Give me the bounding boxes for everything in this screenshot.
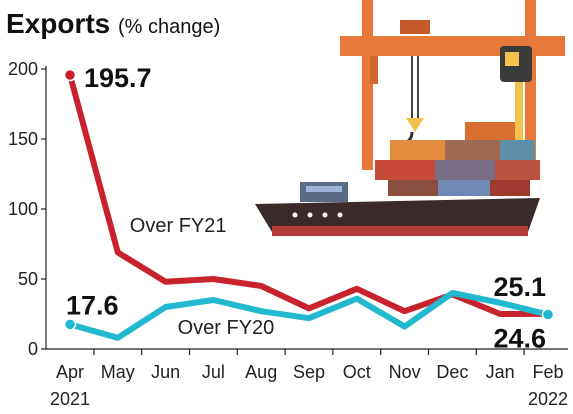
y-tick-label: 50 bbox=[18, 269, 38, 289]
x-tick-label: Jun bbox=[151, 362, 180, 382]
series-line-0 bbox=[67, 72, 551, 317]
x-tick-label: May bbox=[101, 362, 135, 382]
x-year-label-first: 2021 bbox=[50, 389, 90, 409]
y-tick-group: 0 50 100 150 200 bbox=[8, 59, 46, 359]
x-tick-group: Apr May Jun Jul Aug Sep Oct Nov Dec Jan Feb bbox=[56, 349, 564, 382]
y-tick-label: 100 bbox=[8, 199, 38, 219]
y-tick-label: 150 bbox=[8, 129, 38, 149]
axes bbox=[45, 66, 568, 350]
data-point-marker bbox=[541, 308, 555, 321]
x-tick-label: Sep bbox=[293, 362, 325, 382]
series-label-fy21: Over FY21 bbox=[130, 215, 227, 237]
x-tick-label: Nov bbox=[389, 362, 421, 382]
x-tick-label: Oct bbox=[343, 362, 371, 382]
data-label-fy20-apr: 17.6 bbox=[66, 290, 119, 320]
x-year-label-last: 2022 bbox=[528, 389, 568, 409]
chart-subtitle: (% change) bbox=[118, 16, 220, 38]
series-group bbox=[63, 68, 555, 341]
x-tick-label: Aug bbox=[245, 362, 277, 382]
x-tick-label: Apr bbox=[56, 362, 84, 382]
data-point-marker bbox=[63, 68, 77, 82]
port-crane-ship-illustration bbox=[255, 0, 565, 236]
data-label-fy20-feb: 24.6 bbox=[493, 324, 546, 354]
y-tick-label: 200 bbox=[8, 59, 38, 79]
x-tick-label: Dec bbox=[436, 362, 468, 382]
series-line-1 bbox=[67, 290, 551, 341]
data-point-marker bbox=[63, 318, 77, 331]
series-label-fy20: Over FY20 bbox=[178, 317, 275, 339]
x-tick-label: Feb bbox=[532, 362, 563, 382]
data-label-fy21-apr: 195.7 bbox=[84, 63, 152, 93]
data-label-fy21-feb: 25.1 bbox=[493, 272, 546, 302]
x-tick-label: Jan bbox=[486, 362, 515, 382]
chart-title: Exports bbox=[6, 8, 110, 39]
x-tick-label: Jul bbox=[202, 362, 225, 382]
y-tick-label: 0 bbox=[28, 339, 38, 359]
